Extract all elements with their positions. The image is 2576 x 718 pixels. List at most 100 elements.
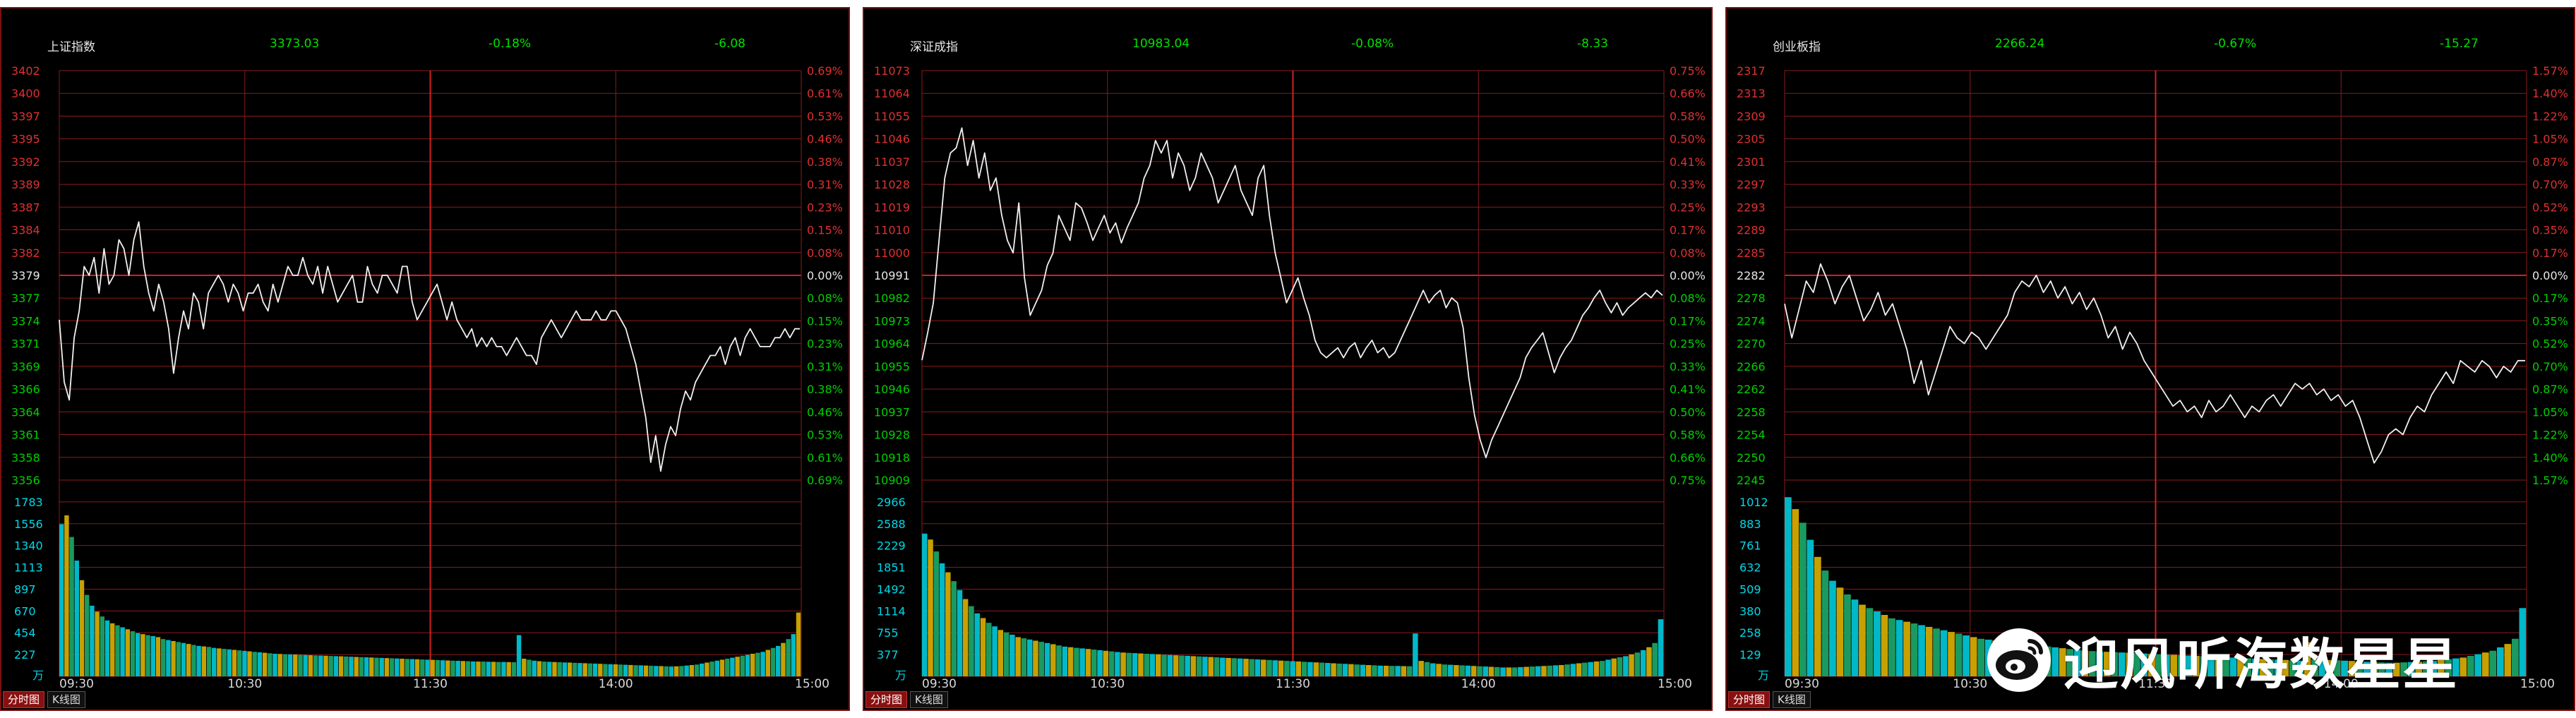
volume-bar [104, 620, 110, 676]
index-point-change: -8.33 [1577, 37, 1608, 51]
volume-bar [618, 664, 623, 676]
volume-bar [1494, 666, 1500, 676]
pct-tick-label: 0.00% [1670, 269, 1706, 282]
price-tick-label: 10928 [874, 429, 910, 442]
volume-bar [1401, 666, 1407, 676]
volume-bar [232, 650, 237, 676]
volume-bar [120, 627, 125, 676]
price-tick-label: 3371 [11, 337, 40, 351]
pct-tick-label: 0.75% [1670, 474, 1706, 487]
volume-bar [1167, 654, 1173, 676]
volume-bar [277, 654, 282, 676]
time-tick-label: 10:30 [1090, 677, 1125, 691]
volume-bar [1010, 635, 1015, 676]
volume-bar [1482, 666, 1488, 676]
volume-bar [1547, 665, 1552, 676]
volume-bar [623, 664, 628, 676]
volume-bar [1085, 649, 1091, 676]
volume-bar [1963, 635, 1970, 676]
time-tick-label: 11:30 [413, 677, 448, 691]
volume-bar [145, 635, 150, 676]
tab-intraday[interactable]: 分时图 [1728, 691, 1771, 708]
volume-bar [2051, 647, 2059, 676]
volume-bar [2222, 657, 2229, 676]
view-tabs: 分时图 K线图 [865, 691, 951, 708]
price-tick-label: 3389 [11, 178, 40, 191]
volume-bar [1903, 621, 1910, 676]
volume-bar [1600, 661, 1605, 676]
tab-intraday[interactable]: 分时图 [3, 691, 45, 708]
volume-bar [1955, 633, 1963, 676]
volume-bar [592, 663, 598, 676]
volume-bar [384, 658, 390, 676]
pct-tick-label: 0.41% [1670, 155, 1706, 169]
volume-bar [69, 537, 74, 676]
volume-bar [496, 662, 501, 676]
pct-tick-label: 0.17% [1670, 224, 1706, 237]
volume-bar [1190, 656, 1197, 676]
volume-bar [2229, 657, 2237, 676]
volume-bar [400, 659, 405, 676]
volume-bar [1372, 665, 1377, 676]
pct-tick-label: 0.46% [807, 405, 843, 419]
volume-bar [1266, 659, 1272, 676]
volume-bar [2289, 660, 2296, 676]
tab-kline[interactable]: K线图 [47, 691, 85, 708]
pct-tick-label: 1.57% [2532, 474, 2568, 487]
volume-bar [2200, 656, 2207, 676]
volume-bar [1564, 664, 1570, 676]
volume-tick-label: 1783 [14, 496, 43, 509]
volume-bar [577, 663, 582, 676]
index-price: 10983.04 [1132, 37, 1190, 51]
volume-bar [689, 665, 694, 676]
volume-bar [2193, 656, 2200, 676]
volume-bar [450, 660, 455, 676]
volume-bar [1021, 638, 1027, 676]
pct-tick-label: 0.25% [1670, 337, 1706, 351]
index-name: 上证指数 [47, 40, 95, 54]
volume-tick-label: 670 [14, 604, 36, 618]
volume-bar [541, 662, 547, 676]
volume-bar [501, 662, 506, 676]
volume-bar [1874, 611, 1881, 676]
volume-bar [1074, 647, 1079, 676]
pct-tick-label: 0.00% [807, 269, 843, 282]
view-tabs: 分时图 K线图 [3, 691, 88, 708]
tab-kline[interactable]: K线图 [910, 691, 948, 708]
volume-bar [1658, 619, 1664, 676]
volume-bar [445, 660, 450, 676]
volume-bar [951, 581, 957, 676]
volume-bar [181, 642, 186, 676]
volume-bar [2415, 662, 2423, 676]
volume-bar [633, 665, 638, 676]
price-tick-label: 2278 [1737, 292, 1766, 305]
pct-tick-label: 0.23% [807, 337, 843, 351]
volume-bar [1477, 666, 1482, 676]
volume-bar [1383, 666, 1389, 676]
volume-bar [100, 616, 104, 676]
volume-bar [2140, 653, 2148, 676]
volume-bar [74, 561, 79, 676]
pct-tick-label: 0.75% [1670, 64, 1706, 78]
volume-bar [1836, 587, 1844, 676]
pct-tick-label: 0.69% [807, 64, 843, 78]
volume-bar [262, 652, 268, 676]
tab-kline[interactable]: K线图 [1773, 691, 1811, 708]
volume-bar [374, 657, 379, 676]
volume-tick-label: 2966 [877, 496, 906, 509]
volume-bar [735, 657, 740, 676]
price-tick-label: 11000 [874, 246, 910, 260]
price-tick-label: 10955 [874, 360, 910, 373]
time-tick-label: 09:30 [59, 677, 94, 691]
volume-tick-label: 380 [1739, 604, 1761, 618]
price-tick-label: 3369 [11, 360, 40, 373]
volume-bar [1348, 664, 1354, 676]
volume-tick-label: 258 [1739, 626, 1761, 640]
time-tick-label: 11:30 [2138, 677, 2173, 691]
volume-bar [1652, 642, 1658, 676]
tab-intraday[interactable]: 分时图 [865, 691, 908, 708]
pct-tick-label: 0.69% [807, 474, 843, 487]
volume-bar [354, 657, 359, 676]
volume-bar [313, 655, 318, 676]
volume-bar [1056, 645, 1062, 676]
